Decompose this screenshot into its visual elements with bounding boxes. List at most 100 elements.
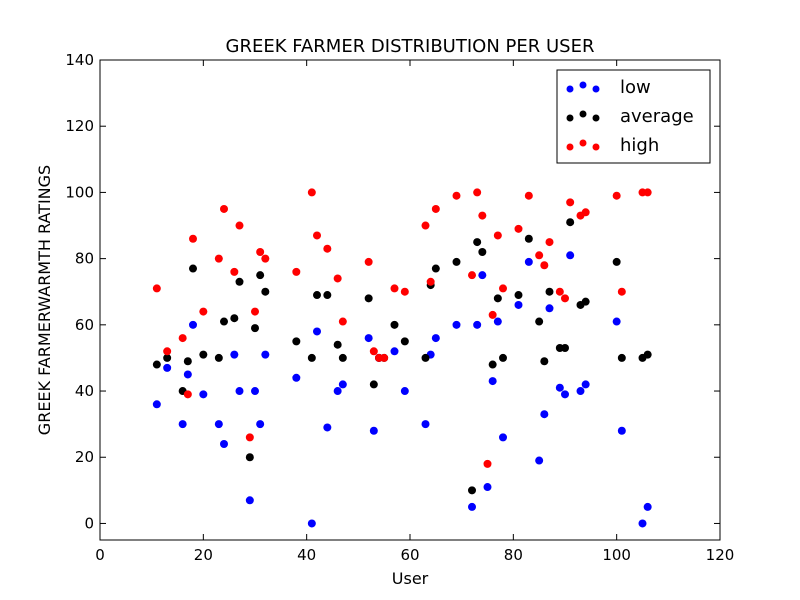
- data-point-high: [612, 191, 621, 200]
- data-point-low: [163, 363, 172, 372]
- y-tick-label: 20: [75, 448, 94, 466]
- data-point-low: [493, 317, 502, 326]
- data-point-high: [199, 307, 208, 316]
- data-point-high: [478, 211, 487, 220]
- legend-item-high: high: [566, 135, 659, 156]
- data-point-average: [421, 353, 430, 362]
- data-point-low: [178, 420, 187, 429]
- data-point-average: [220, 317, 228, 326]
- data-point-high: [230, 267, 239, 276]
- data-point-average: [230, 314, 239, 323]
- data-point-low: [189, 320, 197, 329]
- data-point-high: [421, 221, 430, 230]
- data-point-low: [581, 380, 590, 389]
- data-point-average: [390, 320, 399, 329]
- data-point-low: [369, 426, 378, 435]
- data-point-high: [364, 257, 373, 266]
- data-point-high: [313, 231, 321, 240]
- data-point-low: [540, 410, 549, 419]
- data-point-average: [251, 324, 259, 333]
- data-point-low: [488, 377, 497, 386]
- data-point-high: [152, 284, 161, 293]
- legend-label: high: [620, 135, 659, 156]
- data-point-low: [220, 440, 228, 448]
- data-point-average: [468, 486, 476, 495]
- data-point-average: [199, 350, 208, 359]
- data-point-low: [199, 390, 208, 399]
- data-point-high: [292, 267, 301, 276]
- data-point-average: [561, 344, 569, 352]
- data-point-high: [617, 287, 626, 296]
- legend-marker: [579, 139, 587, 147]
- data-point-average: [581, 297, 590, 306]
- y-tick-label: 120: [65, 117, 94, 135]
- data-point-low: [333, 387, 342, 396]
- data-point-average: [256, 271, 265, 280]
- data-point-low: [468, 502, 476, 511]
- data-point-low: [478, 271, 487, 280]
- x-tick-label: 40: [297, 546, 316, 564]
- y-tick-label: 80: [75, 250, 94, 268]
- y-tick-label: 140: [65, 51, 94, 69]
- data-point-average: [493, 294, 502, 303]
- data-point-high: [426, 277, 435, 286]
- data-point-high: [431, 204, 440, 213]
- data-point-high: [380, 353, 389, 362]
- legend-item-average: average: [566, 106, 694, 127]
- x-tick-label: 60: [400, 546, 419, 564]
- data-point-average: [473, 238, 482, 247]
- data-point-average: [499, 353, 507, 362]
- data-point-low: [555, 383, 564, 392]
- y-tick-label: 40: [75, 382, 94, 400]
- data-point-low: [183, 370, 192, 379]
- y-tick-label: 0: [84, 514, 94, 532]
- legend-marker: [592, 143, 600, 151]
- data-point-high: [545, 238, 554, 247]
- axis-ticks: 0 20 40 60 80 100 120 0 20 40 60 80 100 120 140: [65, 51, 734, 564]
- data-point-average: [323, 291, 332, 300]
- legend-marker: [592, 85, 600, 93]
- y-tick-label: 60: [75, 316, 94, 334]
- data-point-average: [478, 248, 487, 256]
- data-point-low: [251, 387, 259, 396]
- series-high: [152, 188, 652, 468]
- data-point-low: [152, 400, 161, 409]
- legend-marker: [579, 110, 587, 118]
- data-point-high: [189, 234, 197, 243]
- data-point-average: [163, 353, 172, 362]
- data-point-low: [256, 420, 265, 429]
- x-tick-label: 120: [706, 546, 735, 564]
- data-point-high: [220, 204, 228, 213]
- data-point-high: [245, 433, 254, 442]
- data-point-average: [535, 317, 544, 326]
- data-point-low: [612, 317, 621, 326]
- data-point-high: [338, 317, 347, 326]
- data-point-low: [421, 420, 430, 429]
- x-tick-label: 0: [95, 546, 105, 564]
- data-point-low: [323, 423, 332, 432]
- legend-marker: [566, 143, 574, 151]
- data-point-average: [540, 357, 549, 366]
- data-point-average: [364, 294, 373, 303]
- data-point-high: [468, 271, 476, 280]
- data-point-low: [261, 350, 270, 359]
- data-point-low: [338, 380, 347, 389]
- legend-item-low: low: [566, 77, 651, 98]
- legend: low average high: [556, 69, 711, 164]
- data-point-average: [400, 337, 409, 346]
- data-point-low: [230, 350, 239, 359]
- data-point-low: [545, 304, 554, 313]
- data-point-average: [545, 287, 554, 296]
- data-point-average: [214, 353, 223, 362]
- data-point-low: [535, 456, 544, 465]
- data-point-high: [483, 459, 492, 468]
- x-tick-label: 100: [602, 546, 631, 564]
- data-point-low: [473, 320, 482, 329]
- data-point-low: [617, 426, 626, 435]
- series-low: [152, 251, 652, 528]
- data-point-average: [313, 291, 321, 300]
- data-point-high: [183, 390, 192, 399]
- data-point-low: [514, 300, 523, 309]
- data-point-high: [514, 224, 523, 233]
